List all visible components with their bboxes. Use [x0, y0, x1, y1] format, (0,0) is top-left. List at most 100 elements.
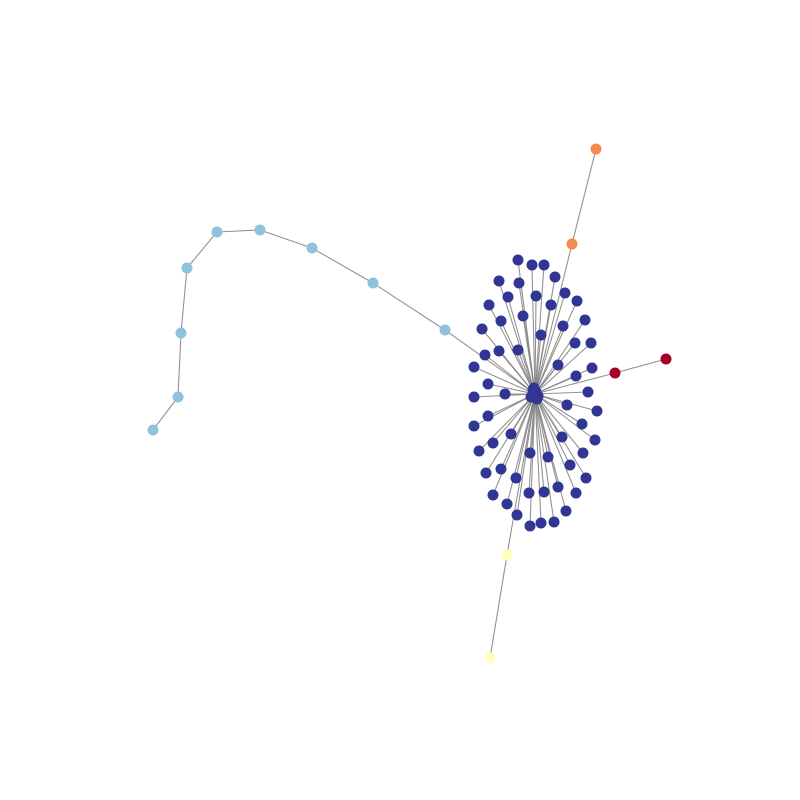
chain-node-9 — [147, 424, 159, 436]
hub-node — [529, 388, 541, 400]
leaf-node-10 — [571, 295, 583, 307]
leaf-node-53 — [523, 487, 535, 499]
leaf-node-52 — [487, 489, 499, 501]
edge-hub-leaf-45 — [534, 393, 571, 466]
leaf-node-57 — [511, 509, 523, 521]
edge-hub-leaf-14 — [500, 320, 536, 395]
nodes-layer — [147, 143, 672, 664]
edge-hub-leaf-25 — [473, 366, 536, 395]
leaf-node-36 — [505, 428, 517, 440]
leaf-node-2 — [526, 259, 538, 271]
edge-hub-leaf-29 — [534, 391, 589, 395]
edge-hub-leaf-40 — [492, 393, 536, 444]
leaf-node-60 — [524, 520, 536, 532]
leaf-node-58 — [548, 516, 560, 528]
edge-chain-4 — [259, 229, 313, 249]
leaf-node-13 — [517, 310, 529, 322]
edge-hub-leaf-37 — [473, 393, 536, 427]
edge-chain-2 — [372, 282, 446, 331]
leaf-node-22 — [512, 344, 524, 356]
leaf-node-51 — [570, 487, 582, 499]
edge-hub-leaf-7 — [507, 296, 536, 395]
leaf-node-42 — [524, 447, 536, 459]
leaf-node-4 — [549, 271, 561, 283]
yellow-branch-node-2 — [484, 652, 496, 664]
edge-yellow_branch-2 — [489, 554, 508, 659]
edge-hub-leaf-54 — [534, 393, 545, 493]
chain-node-3 — [306, 242, 318, 254]
edge-hub-leaf-20 — [534, 342, 592, 395]
leaf-node-3 — [538, 259, 550, 271]
leaf-node-18 — [535, 329, 547, 341]
leaf-node-47 — [480, 467, 492, 479]
edge-orange_branch-2 — [571, 148, 597, 245]
leaf-node-33 — [591, 405, 603, 417]
leaf-node-54 — [538, 486, 550, 498]
edge-hub-leaf-3 — [534, 264, 545, 395]
leaf-node-16 — [476, 323, 488, 335]
chain-node-2 — [367, 277, 379, 289]
leaf-node-15 — [579, 314, 591, 326]
leaf-node-49 — [510, 472, 522, 484]
edge-hub-leaf-9 — [534, 292, 566, 395]
edge-yellow_branch-1 — [506, 393, 536, 556]
edge-chain-9 — [152, 396, 179, 431]
edge-hub-leaf-13 — [522, 315, 536, 395]
yellow-branch-node-1 — [501, 549, 513, 561]
leaf-node-14 — [495, 315, 507, 327]
leaf-node-17 — [557, 320, 569, 332]
edge-red_branch-1 — [534, 372, 616, 395]
edge-hub-leaf-51 — [534, 393, 577, 494]
chain-node-1 — [439, 324, 451, 336]
leaf-node-45 — [564, 459, 576, 471]
leaf-node-25 — [468, 361, 480, 373]
leaf-node-50 — [552, 481, 564, 493]
leaf-node-56 — [560, 505, 572, 517]
edge-hub-leaf-52 — [492, 393, 536, 496]
leaf-node-43 — [577, 447, 589, 459]
orange-branch-node-2 — [590, 143, 602, 155]
leaf-node-37 — [468, 420, 480, 432]
edge-hub-leaf-43 — [534, 393, 584, 454]
leaf-node-28 — [482, 378, 494, 390]
leaf-node-39 — [589, 434, 601, 446]
leaf-node-29 — [582, 386, 594, 398]
leaf-node-12 — [545, 299, 557, 311]
chain-node-8 — [172, 391, 184, 403]
edge-chain-3 — [311, 247, 374, 284]
chain-node-7 — [175, 327, 187, 339]
leaf-node-24 — [552, 359, 564, 371]
leaf-node-30 — [499, 388, 511, 400]
leaf-node-27 — [570, 370, 582, 382]
leaf-node-9 — [559, 287, 571, 299]
leaf-node-19 — [569, 337, 581, 349]
edge-hub-leaf-60 — [529, 393, 536, 527]
leaf-node-20 — [585, 337, 597, 349]
chain-node-6 — [181, 262, 193, 274]
edge-chain-6 — [186, 231, 218, 269]
edge-chain-8 — [177, 332, 182, 398]
edge-hub-leaf-35 — [534, 393, 583, 425]
leaf-node-35 — [576, 418, 588, 430]
leaf-node-23 — [479, 349, 491, 361]
edge-chain-1 — [444, 329, 536, 395]
leaf-node-5 — [493, 275, 505, 287]
edge-chain-7 — [180, 267, 188, 334]
leaf-node-31 — [468, 391, 480, 403]
edge-hub-leaf-17 — [534, 325, 564, 395]
leaf-node-46 — [495, 463, 507, 475]
leaf-node-48 — [580, 472, 592, 484]
edge-chain-5 — [216, 229, 261, 233]
edge-hub-leaf-8 — [534, 295, 537, 395]
edge-hub-leaf-55 — [506, 393, 536, 505]
edge-red_branch-2 — [614, 358, 667, 374]
edge-hub-leaf-10 — [534, 300, 578, 395]
leaf-node-41 — [473, 445, 485, 457]
leaf-node-44 — [542, 451, 554, 463]
leaf-node-40 — [487, 437, 499, 449]
leaf-node-21 — [493, 345, 505, 357]
edge-hub-leaf-27 — [534, 375, 577, 395]
edges-layer — [152, 148, 667, 659]
